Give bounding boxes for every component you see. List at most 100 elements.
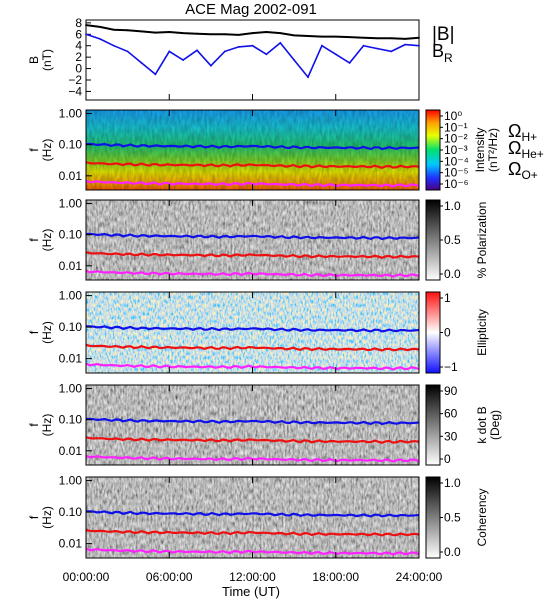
- data-point: [126, 29, 129, 32]
- data-point: [279, 32, 282, 34]
- data-point: [210, 33, 212, 36]
- data-point: [376, 47, 379, 50]
- data-point: [404, 43, 406, 46]
- y-tick-label: 0.01: [59, 169, 83, 183]
- x-tick-label: 12:00:00: [229, 570, 276, 584]
- colorbar-tick-label: 10⁻³: [444, 143, 468, 157]
- data-point: [418, 44, 420, 47]
- data-point: [348, 36, 351, 38]
- gyrofrequency-line-oplus: [86, 547, 419, 556]
- x-axis-label: Time (UT): [222, 584, 280, 599]
- polarization-panel: 1.00 0.10 0.01 f(Hz) 1.0 0.5 0.0 % Polarization: [27, 197, 489, 281]
- colorbar-tick-label: 10⁻⁶: [444, 177, 469, 191]
- heatmap-texture: [86, 292, 419, 373]
- data-point: [251, 32, 254, 34]
- colorbar-label: % Polarization: [475, 202, 489, 279]
- y-tick-label: 0.01: [59, 537, 83, 551]
- data-point: [112, 28, 115, 31]
- y-tick-label: 0.10: [59, 505, 83, 519]
- data-point: [210, 64, 212, 67]
- colorbar-tick-label: 10⁻⁴: [444, 154, 469, 168]
- colorbar: [425, 199, 441, 281]
- colorbar-tick-label: 10⁻⁵: [444, 166, 469, 180]
- data-point: [223, 33, 226, 36]
- colorbar-tick-label: 0.5: [444, 511, 461, 525]
- data-point: [362, 44, 365, 47]
- data-point: [126, 50, 129, 53]
- y-tick-label: −2: [68, 73, 82, 87]
- data-point: [321, 44, 323, 47]
- colorbar-label: Intensity(nT²/Hz): [473, 128, 500, 173]
- data-point: [307, 76, 309, 78]
- coherency-panel: 1.00 0.10 0.01 f(Hz) 1.0 0.5 0.0 Coherency: [27, 474, 489, 559]
- data-point: [321, 35, 323, 38]
- colorbar-tick-label: 10⁻²: [444, 132, 468, 146]
- data-point: [362, 36, 365, 39]
- data-point: [140, 30, 143, 33]
- y-tick-label: 6: [75, 27, 82, 41]
- colorbar: [425, 476, 441, 559]
- colorbar-tick-label: 0: [444, 326, 451, 340]
- colorbar: [425, 291, 441, 374]
- data-point: [265, 31, 268, 33]
- data-point: [390, 50, 393, 53]
- y-axis-label: f(Hz): [27, 506, 54, 529]
- colorbar-tick-label: 0: [444, 452, 451, 466]
- data-point: [85, 24, 87, 26]
- colorbar-tick-label: 10⁰: [444, 109, 462, 123]
- y-tick-label: 0.01: [59, 444, 83, 458]
- colorbar-tick-label: 90: [444, 384, 458, 398]
- gyrofrequency-line-oplus: [86, 362, 419, 371]
- data-point: [348, 62, 351, 64]
- gyrofrequency-line-heplus: [86, 528, 419, 537]
- data-point: [307, 35, 309, 37]
- data-point: [112, 44, 115, 47]
- y-axis-label: f(Hz): [27, 414, 54, 437]
- colorbar-tick-label: 10⁻¹: [444, 120, 468, 134]
- data-point: [140, 62, 143, 64]
- y-tick-label: 0.10: [59, 138, 83, 152]
- colorbar-tick-label: 1.0: [444, 199, 461, 213]
- data-point: [196, 49, 198, 52]
- data-point: [168, 50, 171, 53]
- kdotb-panel: 1.00 0.10 0.01 f(Hz) 90 60 30 0 k dot B(Deg): [27, 382, 502, 466]
- legend-entry-heplus: ΩHe+: [508, 138, 544, 161]
- y-tick-label: 0.10: [59, 413, 83, 427]
- heatmap-texture: [86, 200, 419, 280]
- colorbar-tick-label: 30: [444, 429, 458, 443]
- gyrofrequency-line-heplus: [86, 251, 419, 259]
- y-tick-label: 2: [75, 50, 82, 64]
- data-point: [237, 46, 240, 48]
- data-point: [85, 33, 87, 36]
- plot-frame: [85, 19, 420, 101]
- data-point: [99, 26, 101, 28]
- x-tick-label: 18:00:00: [312, 570, 359, 584]
- colorbar-tick-label: −1: [444, 360, 458, 374]
- colorbar-tick-label: 1: [444, 291, 451, 305]
- data-point: [390, 37, 393, 40]
- legend-entry-oplus: ΩO+: [508, 159, 538, 182]
- gyrofrequency-line-hplus: [86, 510, 419, 518]
- x-tick-label: 24:00:00: [396, 570, 443, 584]
- figure-title: ACE Mag 2002-091: [185, 1, 317, 18]
- data-point: [154, 73, 157, 76]
- gyrofrequency-line-heplus: [86, 436, 419, 444]
- colorbar: [425, 384, 441, 466]
- colorbar-tick-label: 0.0: [444, 545, 461, 559]
- colorbar-label: k dot B(Deg): [475, 406, 502, 443]
- y-tick-label: 0.10: [59, 320, 83, 334]
- data-point: [376, 37, 379, 40]
- y-axis-label: B(nT): [27, 49, 54, 71]
- power-spectrum-panel: 1.00 0.10 0.01 f(Hz) 10⁰10⁻¹10⁻²10⁻³10⁻⁴10⁻⁵…: [27, 107, 500, 191]
- y-tick-label: 1.00: [59, 107, 83, 121]
- colorbar-label: Coherency: [475, 488, 489, 546]
- ellipticity-panel: 1.00 0.10 0.01 f(Hz) 1 0 −1 Ellipticity: [27, 289, 489, 374]
- data-point: [168, 31, 171, 33]
- y-tick-label: 4: [75, 39, 82, 53]
- y-tick-label: 1.00: [59, 382, 83, 396]
- data-point: [418, 36, 420, 39]
- y-tick-label: −4: [68, 84, 82, 98]
- y-tick-label: 1.00: [59, 289, 83, 303]
- colorbar: [425, 109, 441, 191]
